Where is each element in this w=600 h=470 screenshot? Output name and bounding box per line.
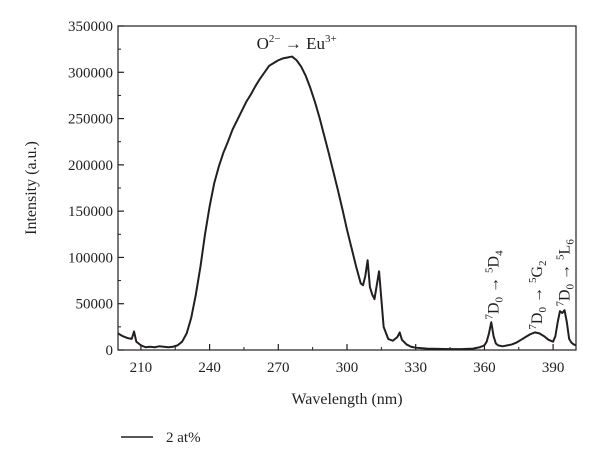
y-axis-title: Intensity (a.u.) bbox=[23, 141, 40, 235]
y-tick-label: 200000 bbox=[68, 158, 113, 174]
legend: 2 at% bbox=[121, 430, 201, 446]
annotation-label: 7D0 → 5L6 bbox=[555, 239, 577, 307]
x-tick-label: 300 bbox=[336, 360, 359, 376]
x-tick-label: 330 bbox=[404, 360, 427, 376]
y-tick-label: 300000 bbox=[68, 65, 113, 81]
x-axis: 210 240 270 300 330 360 390 bbox=[130, 344, 565, 376]
annotation-label: O2− → Eu3+ bbox=[257, 33, 337, 53]
y-tick-label: 0 bbox=[106, 343, 114, 359]
x-axis-title: Wavelength (nm) bbox=[291, 391, 402, 408]
series-line bbox=[117, 55, 577, 351]
y-tick-label: 100000 bbox=[68, 250, 113, 266]
y-tick-label: 250000 bbox=[68, 112, 113, 128]
x-tick-label: 270 bbox=[267, 360, 290, 376]
y-axis: 0 50000 100000 150000 200000 250000 300000 3500… bbox=[68, 19, 124, 359]
plot-frame bbox=[117, 25, 577, 351]
x-tick-label: 360 bbox=[473, 360, 496, 376]
x-tick-label: 240 bbox=[198, 360, 221, 376]
x-tick-label: 390 bbox=[542, 360, 565, 376]
annotations: O2− → Eu3+ 7D0 → 5D4 7D0 → 5G2 7D0 → 5L6 bbox=[257, 33, 577, 329]
y-tick-label: 50000 bbox=[76, 297, 114, 313]
annotation-label: 7D0 → 5D4 bbox=[484, 250, 506, 320]
y-tick-label: 350000 bbox=[68, 19, 113, 35]
x-tick-label: 210 bbox=[130, 360, 153, 376]
legend-label: 2 at% bbox=[166, 430, 201, 446]
y-tick-label: 150000 bbox=[68, 204, 113, 220]
annotation-label: 7D0 → 5G2 bbox=[527, 260, 549, 329]
series-layer bbox=[117, 55, 577, 351]
